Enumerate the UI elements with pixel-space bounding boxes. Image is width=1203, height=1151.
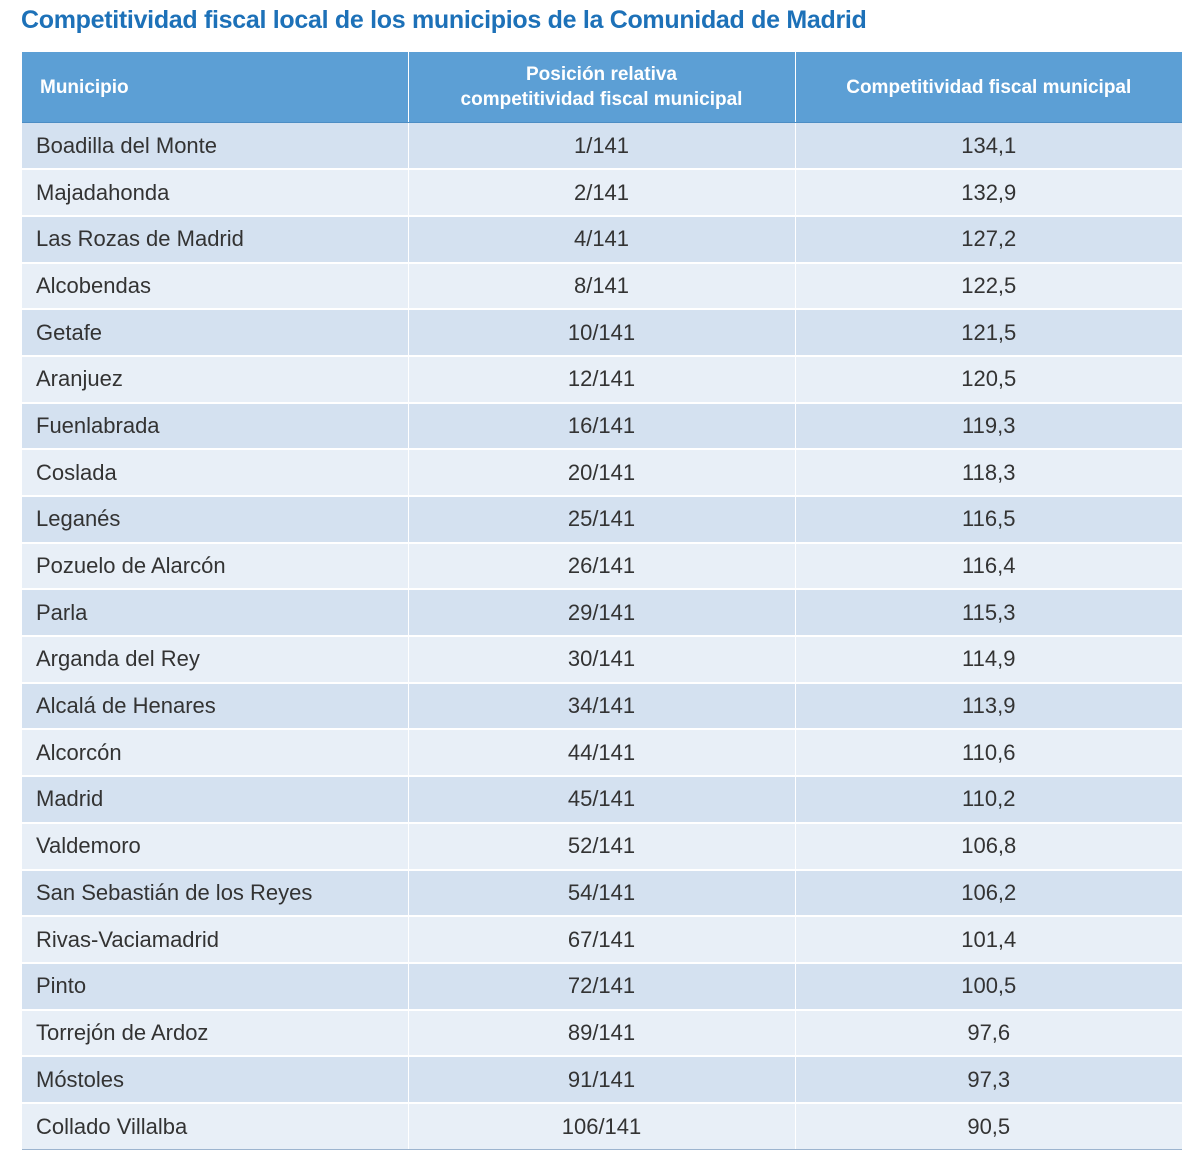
cell-competitividad: 115,3 [794,589,1182,638]
table-row: Valdemoro 52/141 106,8 [22,822,1182,871]
cell-posicion: 1/141 [407,122,795,171]
cell-posicion: 45/141 [407,776,795,824]
table-row: Alcorcón 44/141 110,6 [22,729,1182,778]
table-row: Parla 29/141 115,3 [22,589,1182,638]
header-municipio: Municipio [22,52,408,123]
cell-posicion: 30/141 [407,636,795,684]
table-row: Pozuelo de Alarcón 26/141 116,4 [22,542,1182,591]
cell-municipio: Alcalá de Henares [22,682,408,731]
cell-municipio: Torrejón de Ardoz [22,1009,408,1058]
cell-posicion: 54/141 [407,869,795,918]
table-row: Las Rozas de Madrid 4/141 127,2 [22,215,1182,264]
cell-municipio: Leganés [22,496,408,544]
cell-posicion: 72/141 [407,962,795,1011]
cell-posicion: 34/141 [407,682,795,731]
cell-competitividad: 134,1 [794,122,1182,171]
cell-posicion: 12/141 [407,355,795,404]
cell-municipio: Pinto [22,962,408,1011]
cell-municipio: Fuenlabrada [22,402,408,451]
cell-posicion: 26/141 [407,542,795,591]
table-row: Majadahonda 2/141 132,9 [22,169,1182,217]
cell-competitividad: 97,6 [794,1009,1182,1058]
cell-posicion: 8/141 [407,262,795,311]
header-posicion-line2: competitividad fiscal municipal [460,89,743,110]
cell-municipio: Móstoles [22,1056,408,1104]
cell-competitividad: 90,5 [794,1102,1182,1151]
cell-posicion: 29/141 [407,589,795,638]
cell-posicion: 4/141 [407,215,795,264]
table-row: Aranjuez 12/141 120,5 [22,355,1182,404]
cell-posicion: 25/141 [407,496,795,544]
cell-competitividad: 132,9 [794,169,1182,217]
cell-posicion: 2/141 [407,169,795,217]
cell-municipio: Pozuelo de Alarcón [22,542,408,591]
table-row: Getafe 10/141 121,5 [22,309,1182,357]
cell-competitividad: 110,2 [794,776,1182,824]
cell-municipio: Getafe [22,309,408,357]
cell-competitividad: 101,4 [794,916,1182,964]
cell-posicion: 106/141 [407,1102,795,1151]
cell-competitividad: 116,5 [794,496,1182,544]
table-row: Alcalá de Henares 34/141 113,9 [22,682,1182,731]
cell-competitividad: 119,3 [794,402,1182,451]
cell-competitividad: 106,8 [794,822,1182,871]
cell-municipio: Alcorcón [22,729,408,778]
cell-posicion: 44/141 [407,729,795,778]
cell-posicion: 20/141 [407,449,795,497]
cell-municipio: Parla [22,589,408,638]
header-competitividad: Competitividad fiscal municipal [794,52,1182,123]
cell-competitividad: 121,5 [794,309,1182,357]
cell-municipio: Rivas-Vaciamadrid [22,916,408,964]
cell-competitividad: 127,2 [794,215,1182,264]
header-row: Municipio Posición relativa competitivid… [22,52,1182,123]
cell-competitividad: 116,4 [794,542,1182,591]
table-row: Fuenlabrada 16/141 119,3 [22,402,1182,451]
table-row: Collado Villalba 106/141 90,5 [22,1102,1182,1151]
cell-municipio: Madrid [22,776,408,824]
cell-municipio: Arganda del Rey [22,636,408,684]
cell-municipio: San Sebastián de los Reyes [22,869,408,918]
header-posicion-line1: Posición relativa [525,64,677,85]
cell-posicion: 67/141 [407,916,795,964]
cell-municipio: Majadahonda [22,169,408,217]
page-title: Competitividad fiscal local de los munic… [21,6,867,34]
table-body: Boadilla del Monte 1/141 134,1 Majadahonda 2… [22,122,1182,1151]
cell-competitividad: 122,5 [794,262,1182,311]
table-row: Boadilla del Monte 1/141 134,1 [22,122,1182,171]
cell-posicion: 89/141 [407,1009,795,1058]
cell-municipio: Alcobendas [22,262,408,311]
header-posicion: Posición relativa competitividad fiscal … [407,52,795,123]
cell-competitividad: 100,5 [794,962,1182,1011]
cell-posicion: 10/141 [407,309,795,357]
cell-posicion: 91/141 [407,1056,795,1104]
cell-competitividad: 113,9 [794,682,1182,731]
table-row: Alcobendas 8/141 122,5 [22,262,1182,311]
table-row: Móstoles 91/141 97,3 [22,1056,1182,1104]
cell-posicion: 52/141 [407,822,795,871]
cell-municipio: Las Rozas de Madrid [22,215,408,264]
table-row: Pinto 72/141 100,5 [22,962,1182,1011]
table-row: Arganda del Rey 30/141 114,9 [22,636,1182,684]
cell-competitividad: 106,2 [794,869,1182,918]
cell-municipio: Collado Villalba [22,1102,408,1151]
table-row: Leganés 25/141 116,5 [22,496,1182,544]
cell-competitividad: 97,3 [794,1056,1182,1104]
table-row: Coslada 20/141 118,3 [22,449,1182,497]
cell-municipio: Coslada [22,449,408,497]
cell-competitividad: 118,3 [794,449,1182,497]
cell-municipio: Boadilla del Monte [22,122,408,171]
cell-competitividad: 110,6 [794,729,1182,778]
table-header: Municipio Posición relativa competitivid… [22,52,1182,123]
table-row: Torrejón de Ardoz 89/141 97,6 [22,1009,1182,1058]
cell-competitividad: 114,9 [794,636,1182,684]
competitividad-table: Municipio Posición relativa competitivid… [22,52,1182,1151]
cell-posicion: 16/141 [407,402,795,451]
table-row: San Sebastián de los Reyes 54/141 106,2 [22,869,1182,918]
table-row: Madrid 45/141 110,2 [22,776,1182,824]
cell-competitividad: 120,5 [794,355,1182,404]
cell-municipio: Valdemoro [22,822,408,871]
table-row: Rivas-Vaciamadrid 67/141 101,4 [22,916,1182,964]
cell-municipio: Aranjuez [22,355,408,404]
